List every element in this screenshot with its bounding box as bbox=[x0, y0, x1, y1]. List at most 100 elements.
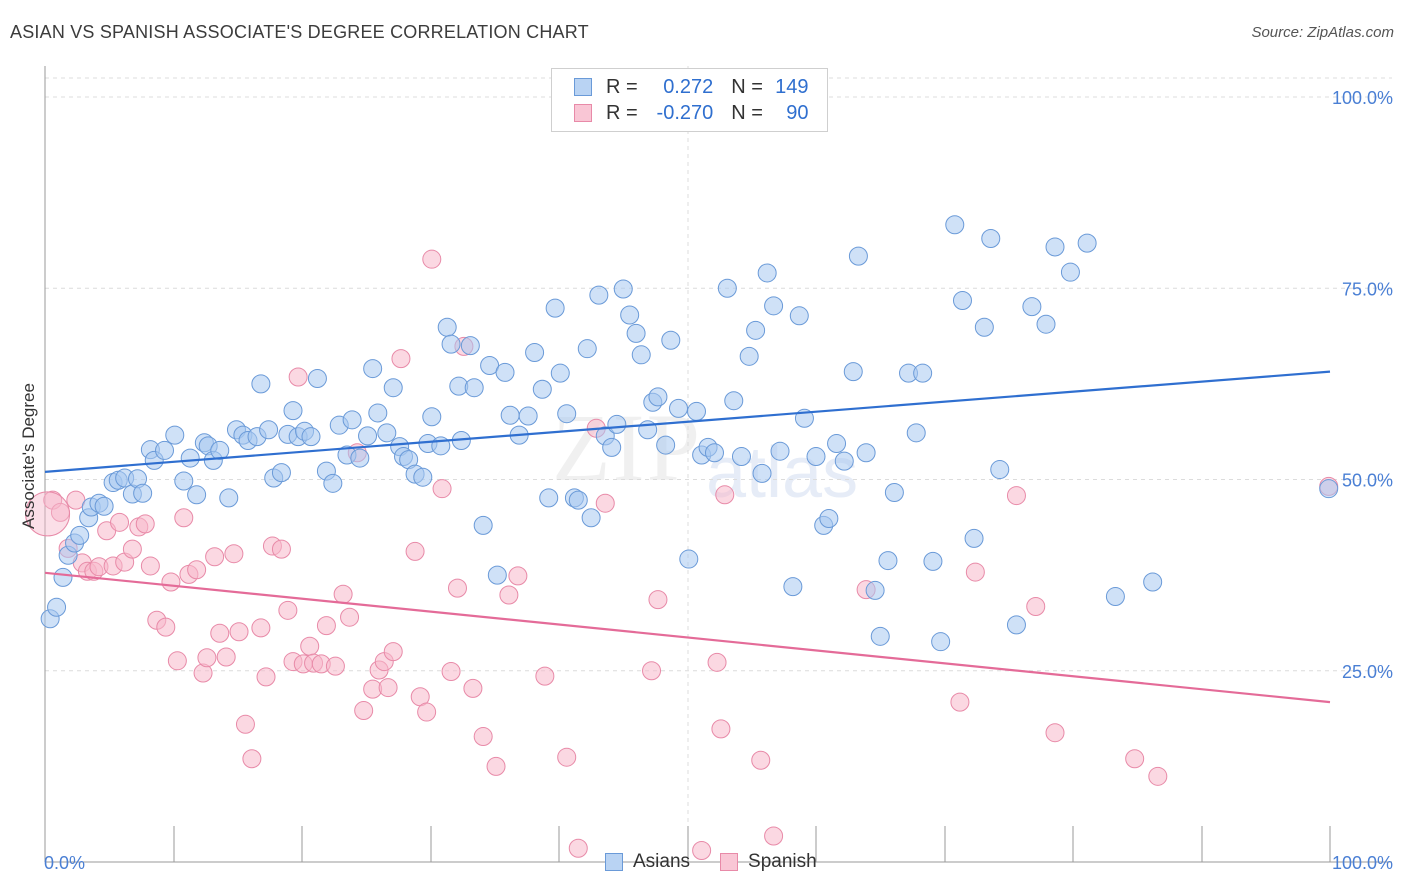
legend-item-asians[interactable]: Asians bbox=[605, 851, 690, 873]
asian-point bbox=[174, 471, 194, 491]
asian-point bbox=[94, 496, 114, 516]
spanish-point bbox=[224, 544, 244, 564]
asian-point bbox=[368, 403, 388, 423]
asian-point bbox=[848, 246, 868, 266]
asian-point bbox=[757, 263, 777, 283]
asian-point bbox=[669, 398, 689, 418]
spanish-point bbox=[140, 556, 160, 576]
source-label: Source: ZipAtlas.com bbox=[1251, 24, 1394, 41]
asian-point bbox=[626, 323, 646, 343]
spanish-point bbox=[340, 607, 360, 627]
spanish-point bbox=[707, 652, 727, 672]
asians-legend-swatch bbox=[605, 853, 623, 871]
spanish-point bbox=[156, 617, 176, 637]
spanish-point bbox=[216, 647, 236, 667]
spanish-point bbox=[751, 750, 771, 770]
asian-point bbox=[525, 343, 545, 363]
asian-point bbox=[865, 580, 885, 600]
legend-item-spanish[interactable]: Spanish bbox=[720, 851, 817, 873]
asian-point bbox=[251, 374, 271, 394]
spanish-point bbox=[174, 508, 194, 528]
spanish-point bbox=[300, 636, 320, 656]
asian-point bbox=[1022, 297, 1042, 317]
asian-point bbox=[495, 362, 515, 382]
asian-point bbox=[764, 296, 784, 316]
asian-point bbox=[283, 401, 303, 421]
spanish-point bbox=[229, 622, 249, 642]
asian-point bbox=[819, 509, 839, 529]
asian-point bbox=[532, 379, 552, 399]
spanish-r-label: R = bbox=[606, 101, 644, 124]
spanish-point bbox=[692, 841, 712, 861]
asian-point bbox=[1319, 479, 1339, 499]
asian-point bbox=[210, 440, 230, 460]
asian-point bbox=[487, 565, 507, 585]
spanish-point bbox=[486, 756, 506, 776]
spanish-point bbox=[271, 539, 291, 559]
legend-row-asians: R = 0.272 N = 149 bbox=[574, 75, 809, 99]
trend-lines bbox=[44, 370, 1331, 704]
y-tick-label: 75.0% bbox=[1342, 279, 1393, 299]
spanish-point bbox=[648, 590, 668, 610]
spanish-point bbox=[965, 562, 985, 582]
asian-point bbox=[342, 410, 362, 430]
spanish-point bbox=[110, 512, 130, 532]
asian-point bbox=[884, 483, 904, 503]
asian-point bbox=[752, 463, 772, 483]
spanish-point bbox=[391, 349, 411, 369]
grid-lines bbox=[45, 66, 1392, 862]
asian-point bbox=[568, 490, 588, 510]
asian-point bbox=[834, 451, 854, 471]
asian-point bbox=[307, 369, 327, 389]
asian-point bbox=[473, 515, 493, 535]
spanish-point bbox=[422, 249, 442, 269]
asians-n-value: 149 bbox=[775, 75, 809, 98]
asian-point bbox=[923, 551, 943, 571]
y-tick-label: 100.0% bbox=[1332, 88, 1393, 108]
x-tick-label-min: 0.0% bbox=[44, 853, 85, 873]
asian-point bbox=[856, 443, 876, 463]
spanish-point-large bbox=[25, 491, 71, 537]
asian-point bbox=[383, 378, 403, 398]
spanish-point bbox=[333, 584, 353, 604]
asian-point bbox=[648, 387, 668, 407]
spanish-point bbox=[197, 648, 217, 668]
spanish-point bbox=[595, 493, 615, 513]
asian-point bbox=[739, 346, 759, 366]
spanish-point bbox=[235, 714, 255, 734]
asians-legend-label: Asians bbox=[633, 851, 691, 872]
asian-point bbox=[441, 334, 461, 354]
spanish-point bbox=[122, 539, 142, 559]
spanish-point bbox=[1125, 749, 1145, 769]
asian-point bbox=[656, 435, 676, 455]
asian-point bbox=[47, 597, 67, 617]
spanish-point bbox=[417, 702, 437, 722]
spanish-legend-label: Spanish bbox=[748, 851, 817, 872]
asian-point bbox=[906, 423, 926, 443]
asian-point bbox=[931, 632, 951, 652]
asian-point bbox=[437, 317, 457, 337]
asian-point bbox=[70, 525, 90, 545]
spanish-point bbox=[205, 547, 225, 567]
spanish-point bbox=[167, 651, 187, 671]
correlation-legend: R = 0.272 N = 149 R = -0.270 N = 90 bbox=[551, 68, 828, 132]
spanish-swatch bbox=[574, 104, 592, 122]
asian-point bbox=[945, 215, 965, 235]
asian-point bbox=[377, 423, 397, 443]
asian-point bbox=[363, 359, 383, 379]
asian-point bbox=[602, 437, 622, 457]
asian-point bbox=[545, 298, 565, 318]
asian-point bbox=[620, 305, 640, 325]
asian-point bbox=[323, 473, 343, 493]
spanish-point bbox=[447, 578, 467, 598]
spanish-point bbox=[535, 666, 555, 686]
spanish-point bbox=[405, 541, 425, 561]
y-tick-label: 25.0% bbox=[1342, 662, 1393, 682]
spanish-n-value: 90 bbox=[786, 101, 809, 124]
spanish-r-value: -0.270 bbox=[656, 101, 714, 124]
asian-point bbox=[783, 577, 803, 597]
asian-point bbox=[1077, 233, 1097, 253]
asian-point bbox=[577, 339, 597, 359]
spanish-point bbox=[441, 662, 461, 682]
